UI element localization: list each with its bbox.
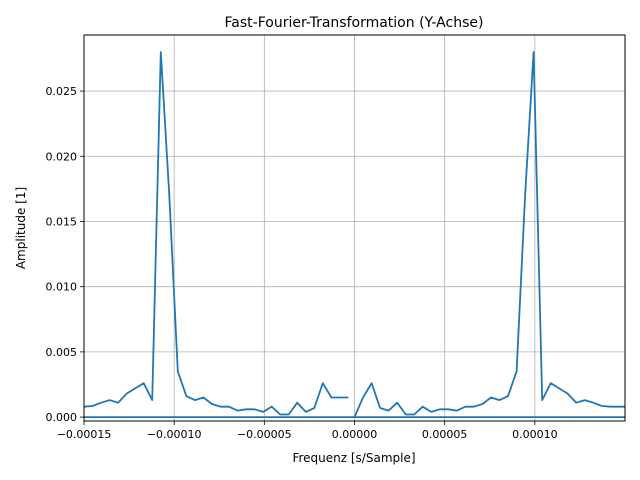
y-tick-label: 0.020 xyxy=(46,150,78,163)
y-axis-ticks: 0.000 0.005 0.010 0.015 0.020 0.025 xyxy=(46,85,84,424)
series-line xyxy=(353,51,625,418)
x-tick-label: −0.00015 xyxy=(57,428,112,441)
x-tick-label: −0.00010 xyxy=(147,428,202,441)
x-axis-label: Frequenz [s/Sample] xyxy=(292,451,415,465)
y-tick-label: 0.025 xyxy=(46,85,78,98)
series-lines xyxy=(83,51,625,419)
y-tick-label: 0.015 xyxy=(46,215,78,228)
chart-title: Fast-Fourier-Transformation (Y-Achse) xyxy=(225,15,484,31)
grid-lines xyxy=(83,35,625,421)
x-tick-label: −0.00005 xyxy=(237,428,292,441)
y-tick-label: 0.010 xyxy=(46,281,78,294)
y-tick-label: 0.005 xyxy=(46,346,78,359)
x-tick-label: 0.00010 xyxy=(512,428,558,441)
x-axis-ticks: −0.00015 −0.00010 −0.00005 0.00000 0.00005 0.… xyxy=(57,421,558,441)
series-line xyxy=(83,51,349,416)
x-tick-label: 0.00000 xyxy=(332,428,378,441)
y-tick-label: 0.000 xyxy=(46,411,78,424)
y-axis-label: Amplitude [1] xyxy=(14,187,28,269)
x-tick-label: 0.00005 xyxy=(422,428,468,441)
